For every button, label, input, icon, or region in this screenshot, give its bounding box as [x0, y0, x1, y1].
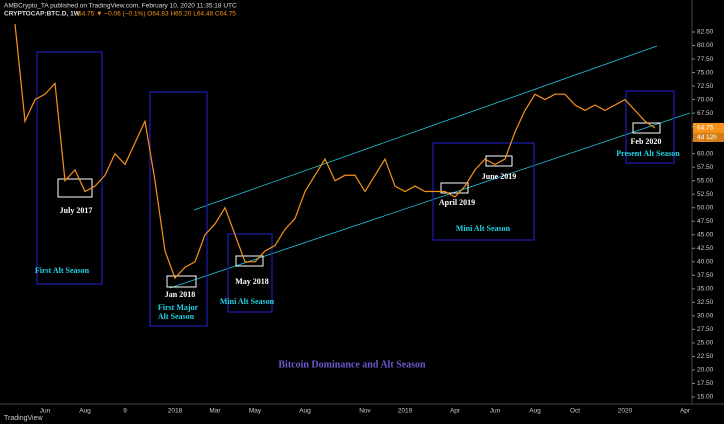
x-tick-label: Mar	[209, 408, 221, 415]
annotation: Feb 2020	[631, 137, 662, 146]
x-tick-label: 2018	[168, 408, 183, 415]
marker-box	[440, 182, 469, 194]
price-tag	[693, 122, 724, 133]
y-tick-label: 80.00	[697, 42, 714, 49]
dominance-line	[14, 23, 656, 280]
y-tick-label: 20.00	[697, 367, 714, 374]
x-tick-label: Oct	[570, 408, 580, 415]
y-tick-label: 50.00	[697, 204, 714, 211]
symbol: CRYPTOCAP:BTC.D, 1W	[4, 11, 81, 18]
ohlc: 64.75 ▼ −0.06 (−0.1%) O64.83 H65.20 L64.…	[78, 11, 236, 18]
y-tick-label: 32.50	[697, 299, 714, 306]
countdown-label: 4d 12h	[697, 134, 717, 141]
season-box	[149, 91, 208, 327]
annotation: Present Alt Season	[616, 149, 680, 158]
y-tick-label: 30.00	[697, 313, 714, 320]
y-tick-label: 45.00	[697, 231, 714, 238]
x-tick-label: Aug	[79, 408, 91, 415]
marker-box	[632, 122, 661, 134]
annotation: Mini Alt Season	[220, 297, 275, 306]
annotation: May 2018	[235, 277, 269, 286]
y-tick-label: 52.50	[697, 191, 714, 198]
annotation: First Alt Season	[35, 266, 90, 275]
x-tick-label: Jun	[40, 408, 51, 415]
y-tick-label: 75.00	[697, 69, 714, 76]
y-tick-label: 42.50	[697, 245, 714, 252]
y-tick-label: 22.50	[697, 353, 714, 360]
y-tick-label: 57.50	[697, 164, 714, 171]
annotation: July 2017	[60, 206, 93, 215]
channel-lower	[169, 112, 691, 289]
marker-box	[485, 155, 513, 167]
annotation: Mini Alt Season	[456, 224, 511, 233]
footer-brand: TradingView	[4, 415, 43, 422]
y-tick-label: 40.00	[697, 259, 714, 266]
x-tick-label: Apr	[450, 408, 461, 415]
season-box	[625, 90, 675, 164]
marker-box	[235, 255, 264, 267]
y-tick-label: 27.50	[697, 326, 714, 333]
y-tick-label: 60.00	[697, 150, 714, 157]
annotation: Alt Season	[158, 312, 195, 321]
y-tick-label: 37.50	[697, 272, 714, 279]
x-tick-label: May	[249, 408, 262, 415]
y-tick-label: 77.50	[697, 56, 714, 63]
annotation: June 2019	[482, 172, 516, 181]
annotation: Jan 2018	[165, 290, 195, 299]
y-tick-label: 25.00	[697, 340, 714, 347]
y-tick-label: 17.50	[697, 380, 714, 387]
publisher: AMBCrypto_TA published on TradingView.co…	[4, 3, 237, 10]
season-box	[227, 233, 273, 313]
price-tag-label: 64.75	[697, 125, 714, 132]
marker-box	[166, 275, 197, 288]
season-box	[36, 51, 103, 285]
x-tick-label: Aug	[529, 408, 541, 415]
channel-upper	[193, 45, 658, 211]
chart-title: Bitcoin Dominance and Alt Season	[278, 359, 426, 370]
y-tick-label: 70.00	[697, 96, 714, 103]
y-tick-label: 35.00	[697, 286, 714, 293]
y-tick-label: 55.00	[697, 177, 714, 184]
x-tick-label: 2020	[618, 408, 633, 415]
x-tick-label: 2019	[398, 408, 413, 415]
y-tick-label: 47.50	[697, 218, 714, 225]
x-tick-label: Apr	[680, 408, 691, 415]
x-tick-label: Jun	[490, 408, 501, 415]
x-tick-label: 9	[123, 408, 127, 415]
annotation: April 2019	[439, 198, 475, 207]
annotation: First Major	[158, 303, 199, 312]
y-tick-label: 15.00	[697, 394, 714, 401]
x-tick-label: Nov	[359, 408, 371, 415]
y-tick-label: 67.50	[697, 110, 714, 117]
countdown-tag	[693, 132, 724, 142]
y-tick-label: 72.50	[697, 83, 714, 90]
y-tick-label: 82.50	[697, 29, 714, 36]
x-tick-label: Aug	[299, 408, 311, 415]
